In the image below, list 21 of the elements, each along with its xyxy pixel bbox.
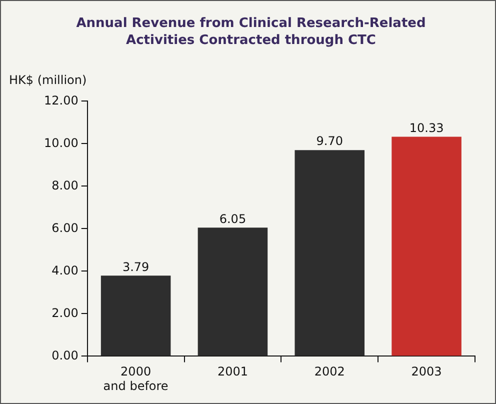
y-tick-label: 0.00 <box>52 348 78 362</box>
y-tick-label: 2.00 <box>52 306 78 320</box>
data-label: 9.70 <box>316 134 343 148</box>
y-tick-label: 4.00 <box>52 263 78 278</box>
bar <box>392 136 462 356</box>
data-label: 10.33 <box>409 120 444 135</box>
y-tick-label: 8.00 <box>52 178 78 192</box>
chart-title: Annual Revenue from Clinical Research-Related Activities Contracted through CTC <box>75 15 427 49</box>
bar <box>294 150 365 356</box>
data-label: 6.05 <box>219 212 246 226</box>
x-tick-label: 2003 <box>411 364 442 379</box>
x-tick-label: 2000 and before <box>103 364 168 393</box>
y-tick-label: 6.00 <box>52 220 78 235</box>
x-tick-label: 2002 <box>314 364 345 379</box>
bar <box>198 228 268 356</box>
data-label: 3.79 <box>122 260 150 274</box>
y-tick-label: 12.00 <box>44 93 78 108</box>
y-tick-label: 10.00 <box>44 136 78 150</box>
y-axis-title: HK$ (million) <box>9 73 87 87</box>
x-tick-label: 2001 <box>217 364 248 379</box>
bar <box>100 276 171 356</box>
